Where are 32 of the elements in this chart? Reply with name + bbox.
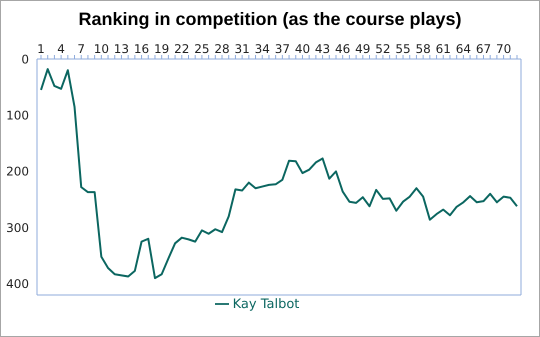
x-tick-label: 46 bbox=[335, 42, 350, 56]
x-tick-label: 67 bbox=[476, 42, 492, 56]
legend-label: Kay Talbot bbox=[232, 297, 300, 312]
x-tick-label: 58 bbox=[416, 42, 431, 56]
x-tick-label: 10 bbox=[94, 42, 109, 56]
x-tick-label: 31 bbox=[234, 42, 250, 56]
y-tick-label: 400 bbox=[6, 277, 29, 292]
x-tick-label: 7 bbox=[77, 42, 86, 56]
x-tick-label: 43 bbox=[314, 42, 330, 56]
x-tick-label: 28 bbox=[214, 42, 230, 56]
y-tick-label: 100 bbox=[6, 108, 29, 122]
x-tick-label: 19 bbox=[154, 42, 170, 56]
x-tick-label: 1 bbox=[37, 42, 45, 56]
y-tick-label: 0 bbox=[21, 52, 29, 66]
x-tick-label: 34 bbox=[254, 42, 270, 56]
x-tick-label: 64 bbox=[456, 42, 472, 56]
x-tick-label: 40 bbox=[294, 42, 310, 56]
y-tick-label: 200 bbox=[6, 164, 29, 179]
x-tick-label: 25 bbox=[194, 42, 210, 56]
x-tick-label: 52 bbox=[375, 42, 391, 56]
x-tick-label: 37 bbox=[274, 42, 290, 56]
x-tick-label: 22 bbox=[174, 42, 190, 56]
x-tick-label: 13 bbox=[114, 42, 130, 56]
y-tick-label: 300 bbox=[6, 220, 29, 235]
chart-title: Ranking in competition (as the course plays) bbox=[77, 9, 463, 30]
x-tick-label: 70 bbox=[496, 42, 512, 56]
line-series bbox=[40, 68, 518, 280]
x-tick-label: 16 bbox=[134, 42, 150, 56]
x-tick-label: 61 bbox=[436, 42, 451, 56]
x-tick-label: 4 bbox=[57, 42, 65, 56]
x-tick-label: 55 bbox=[395, 42, 411, 56]
x-tick-label: 49 bbox=[355, 42, 370, 56]
